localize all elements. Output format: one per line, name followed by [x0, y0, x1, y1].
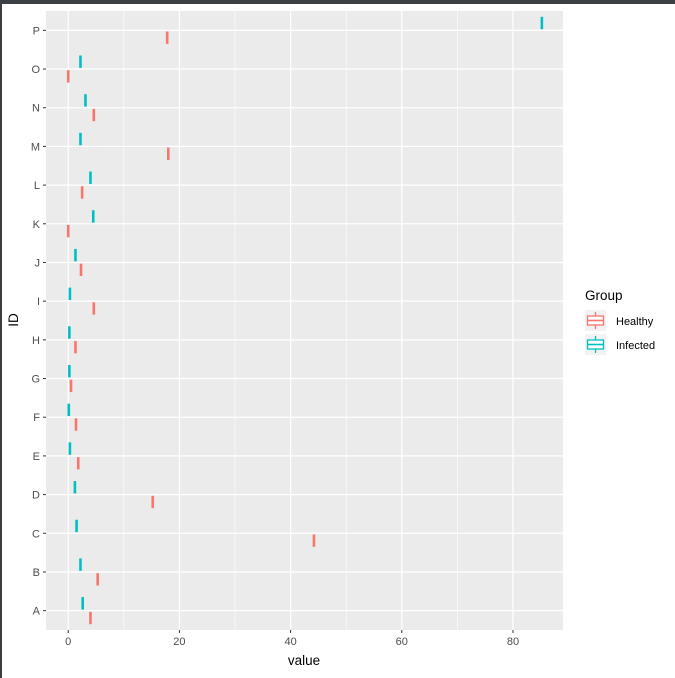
legend-title: Group [585, 288, 623, 303]
minor-gridlines [123, 11, 458, 630]
x-axis-title: value [288, 653, 320, 668]
x-tick-label: 60 [396, 636, 408, 648]
y-tick-label-p: P [33, 25, 40, 37]
window-left-border [0, 0, 2, 678]
y-tick-label-m: M [31, 141, 40, 153]
x-tick-label: 0 [65, 636, 71, 648]
legend-item-healthy: Healthy [585, 310, 654, 331]
box-marks [66, 16, 544, 625]
y-tick-label-l: L [34, 180, 40, 192]
y-axis: A B C D E F G H I J K L M N O P [31, 25, 46, 618]
x-tick-label: 80 [507, 636, 519, 648]
y-tick-label-h: H [32, 335, 40, 347]
major-gridlines [46, 11, 563, 630]
y-tick-label-o: O [31, 64, 40, 76]
y-tick-label-g: G [31, 374, 40, 386]
y-tick-label-f: F [33, 412, 40, 424]
y-tick-label-n: N [32, 103, 40, 115]
legend-item-infected: Infected [585, 334, 655, 355]
y-tick-label-a: A [33, 606, 41, 618]
y-tick-label-d: D [32, 490, 40, 502]
y-tick-label-e: E [33, 451, 40, 463]
x-tick-label: 20 [173, 636, 185, 648]
plot-panel [46, 11, 563, 630]
x-axis: 0 20 40 60 80 [65, 630, 519, 648]
y-tick-label-j: J [35, 257, 41, 269]
y-tick-label-c: C [32, 528, 40, 540]
legend-label-infected: Infected [616, 340, 655, 352]
y-tick-label-i: I [37, 296, 40, 308]
y-tick-label-b: B [33, 567, 40, 579]
legend: Group Healthy Infected [585, 288, 655, 355]
window-top-border [0, 0, 675, 4]
y-axis-title: ID [6, 313, 21, 327]
y-tick-label-k: K [33, 219, 41, 231]
x-tick-label: 40 [284, 636, 296, 648]
legend-label-healthy: Healthy [616, 316, 654, 328]
